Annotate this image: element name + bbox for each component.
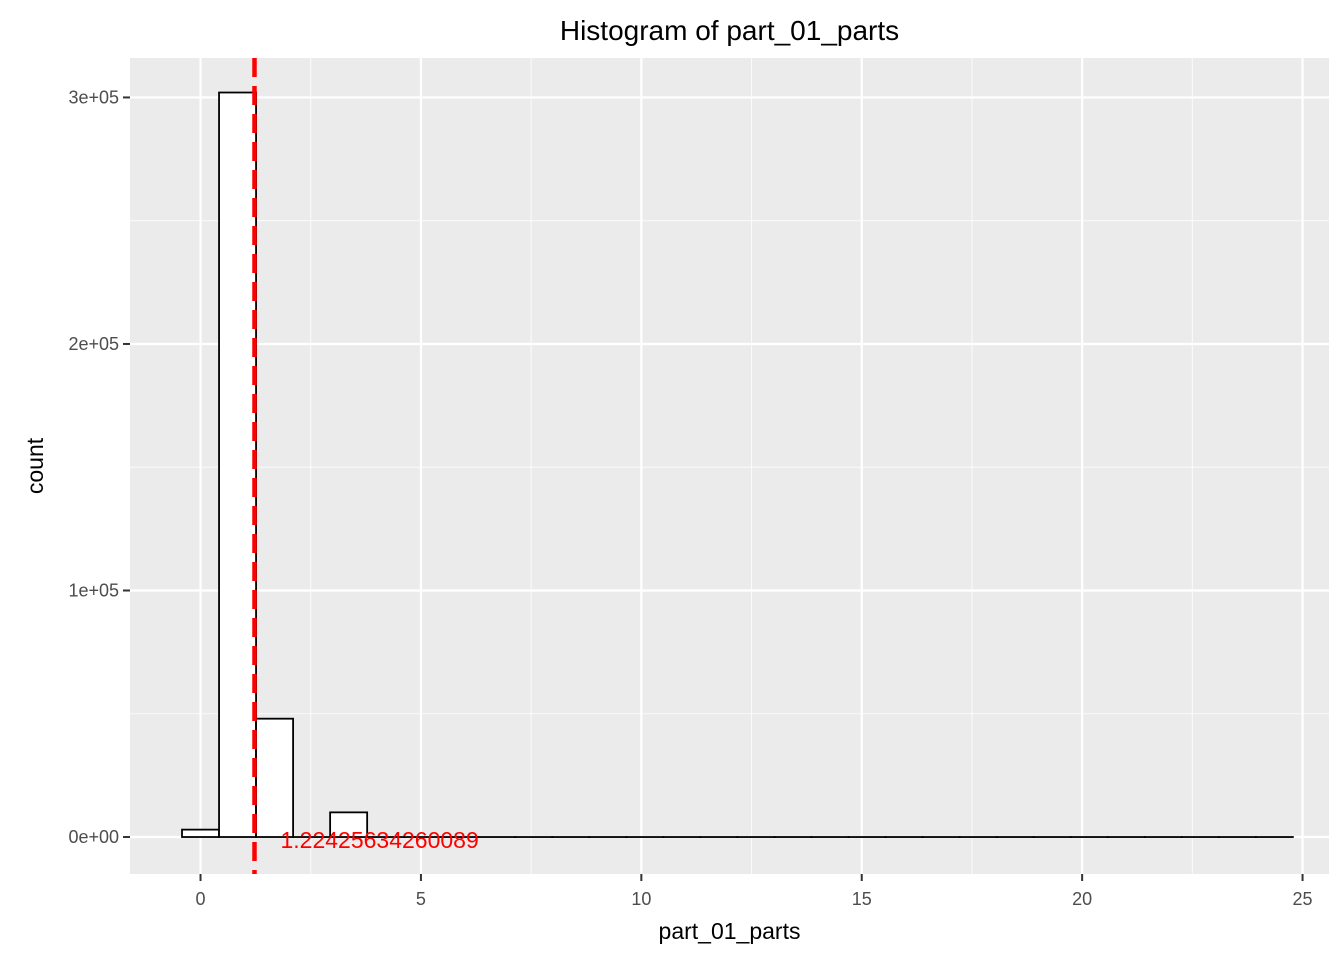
x-tick-label: 0 xyxy=(196,889,206,909)
x-tick-label: 20 xyxy=(1072,889,1092,909)
y-tick-label: 2e+05 xyxy=(68,334,119,354)
mean-label: 1.22425634260089 xyxy=(280,827,478,853)
x-axis-title: part_01_parts xyxy=(659,918,801,944)
x-tick-label: 15 xyxy=(852,889,872,909)
x-tick-label: 25 xyxy=(1293,889,1313,909)
chart-title: Histogram of part_01_parts xyxy=(560,15,899,46)
histogram-bar xyxy=(182,830,219,837)
x-tick-label: 10 xyxy=(631,889,651,909)
histogram-bar xyxy=(256,719,293,837)
y-axis-title: count xyxy=(22,437,48,494)
x-tick-label: 5 xyxy=(416,889,426,909)
y-axis: 0e+00 1e+05 2e+05 3e+05 xyxy=(68,87,130,847)
y-tick-label: 1e+05 xyxy=(68,580,119,600)
y-tick-label: 0e+00 xyxy=(68,827,119,847)
plot-panel xyxy=(130,58,1329,874)
x-axis: 0 5 10 15 20 25 xyxy=(196,874,1313,909)
histogram-bar xyxy=(219,93,256,838)
y-tick-label: 3e+05 xyxy=(68,87,119,107)
